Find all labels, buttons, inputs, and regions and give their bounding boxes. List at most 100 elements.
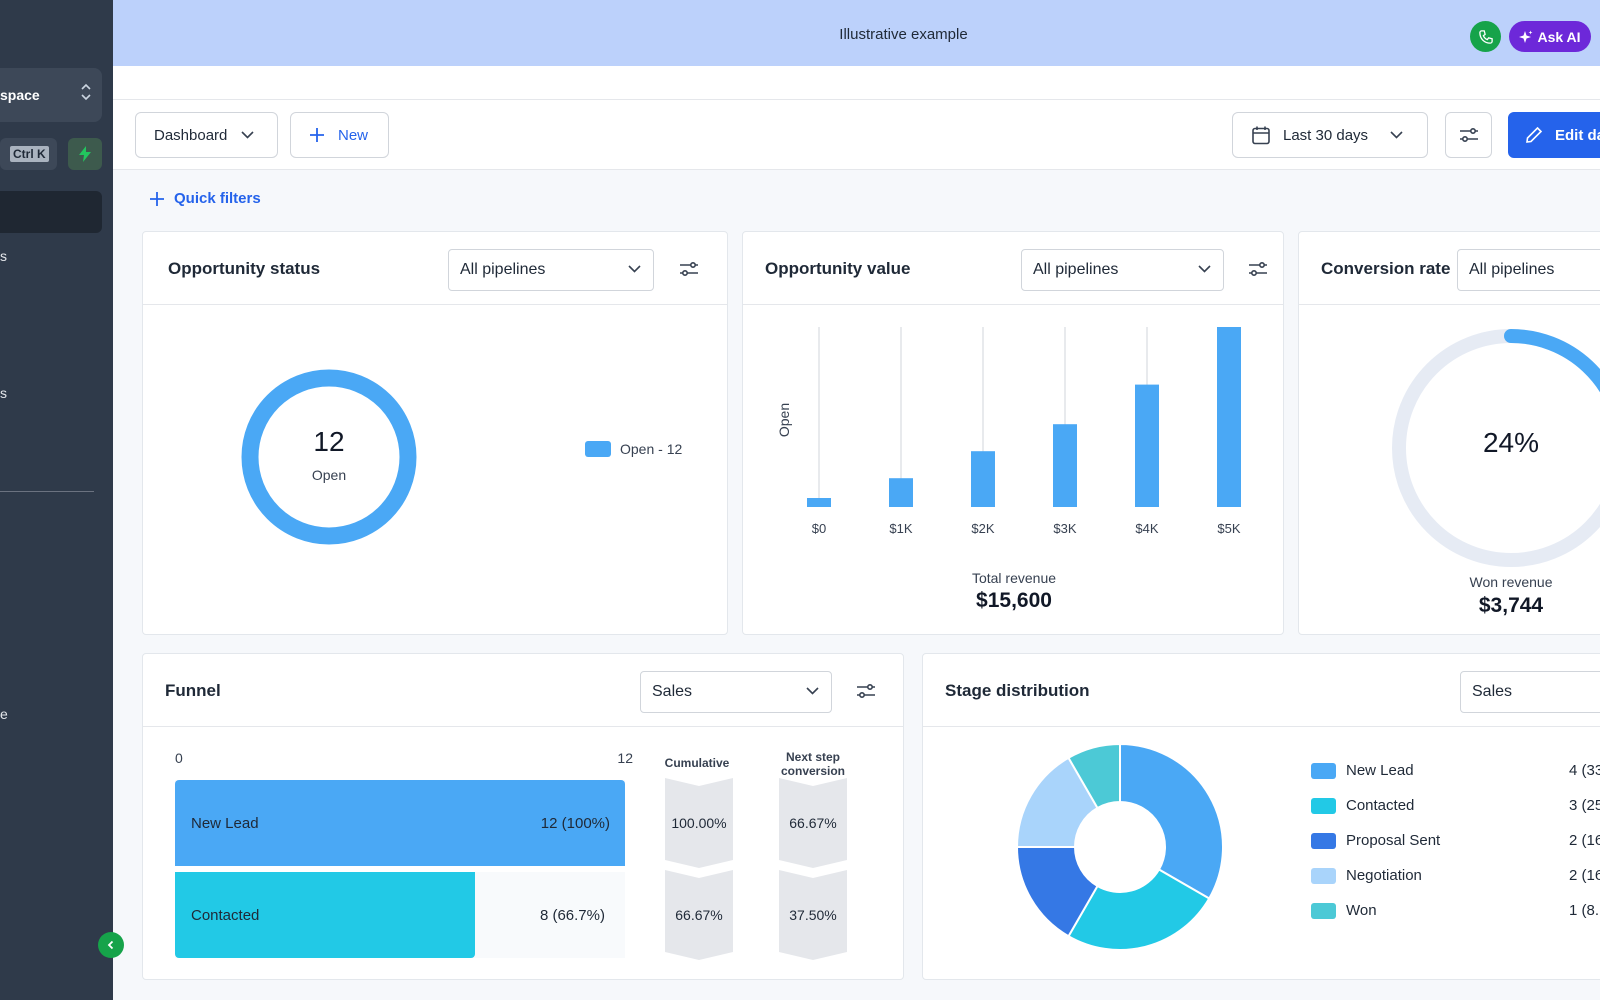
funnel-axis-max: 12 [617,750,633,766]
bar[interactable] [971,451,995,507]
sliders-icon[interactable] [1248,260,1268,278]
donut-center-value: 12 [313,426,345,457]
funnel-stage-label: New Lead [191,814,259,832]
stage-donut [1015,742,1224,951]
sidebar-item-label[interactable]: s [0,248,7,264]
chevron-left-icon [107,940,114,950]
date-range-label: Last 30 days [1283,126,1369,144]
sparkle-icon [1519,30,1533,43]
collapse-sidebar-button[interactable] [98,932,124,958]
donut-center-label: Open [311,467,347,483]
cumulative-cell: 66.67% [665,870,733,960]
pipeline-select[interactable]: All pipelines [448,249,654,291]
card-header: Conversion rate All pipelines [1299,232,1600,305]
dashboard-settings-button[interactable] [1445,112,1492,158]
legend-swatch [1311,762,1336,779]
legend-swatch [1311,902,1336,919]
conversion-rate-card: Conversion rate All pipelines 24% Won re… [1298,231,1600,635]
stage-legend-item: Contacted [1311,797,1414,814]
x-tick-label: $1K [889,521,912,536]
legend-label: Open - 12 [620,441,683,457]
call-button[interactable] [1470,21,1501,52]
legend-count: 2 (16 [1569,867,1600,884]
x-tick-label: $4K [1135,521,1158,536]
sliders-icon [1459,127,1478,143]
donut-slice[interactable] [1067,742,1121,810]
sidebar: space Ctrl K s s e [0,0,113,1000]
bar[interactable] [889,478,913,507]
legend-label: Proposal Sent [1346,832,1441,849]
workspace-switcher[interactable]: space [0,68,102,122]
pipeline-select[interactable]: All pipelines [1457,249,1600,291]
bar[interactable] [1053,424,1077,507]
opportunity-status-card: Opportunity status All pipelines 12 Open… [142,231,728,635]
legend-count: 2 (16 [1569,832,1600,849]
stage-legend-item: New Lead [1311,762,1414,779]
workspace-label: space [0,87,40,103]
bar[interactable] [1135,384,1159,507]
edit-dashboard-label: Edit da [1555,126,1600,144]
funnel-bar[interactable] [175,872,475,958]
legend-swatch [1311,832,1336,849]
next-step-header: Next step conversion [780,750,846,778]
donut-slice[interactable] [1067,868,1211,951]
pipeline-select-label: All pipelines [460,261,546,278]
funnel-stage-label: Contacted [191,906,260,924]
funnel-card: Funnel Sales 0 12 Cumulative Next step c… [142,653,904,980]
bar[interactable] [1217,327,1241,507]
sidebar-item-label[interactable]: e [0,706,8,722]
funnel-pipeline-select[interactable]: Sales [640,671,832,713]
ask-ai-button[interactable]: Ask AI [1509,21,1591,52]
bar[interactable] [807,498,831,507]
card-title: Conversion rate [1321,259,1451,278]
date-range-select[interactable]: Last 30 days [1232,112,1428,158]
sliders-icon[interactable] [856,682,876,700]
legend-count: 3 (25 [1569,797,1600,814]
card-title: Funnel [165,681,221,700]
stage-legend-item: Won [1311,902,1377,919]
search-shortcut-button[interactable]: Ctrl K [0,138,57,170]
new-button[interactable]: New [290,112,389,158]
next-step-cell: 37.50% [779,870,847,960]
card-header: Opportunity value All pipelines [743,232,1283,305]
stage-pipeline-select[interactable]: Sales [1460,671,1600,713]
donut-slice[interactable] [1119,742,1224,900]
chevron-down-icon [806,687,819,695]
pencil-icon [1526,126,1543,143]
opportunity-value-chart: Open $0 $1K $2K $3K $4K $5K [776,327,1241,536]
stage-legend-item: Proposal Sent [1311,832,1440,849]
quick-filters-button[interactable]: Quick filters [150,190,261,207]
donut-slice-open [241,369,417,545]
total-revenue-label: Total revenue [971,570,1057,586]
status-donut [241,369,417,545]
calendar-icon [1252,126,1270,145]
funnel-bar[interactable] [175,780,625,866]
legend-count: 4 (33 [1569,762,1600,779]
x-tick-label: $3K [1053,521,1076,536]
pipeline-select-label: All pipelines [1033,261,1119,278]
total-revenue-value: $15,600 [976,589,1052,612]
quick-filters-label: Quick filters [174,190,261,207]
sliders-icon[interactable] [679,260,699,278]
chevron-updown-icon [80,80,92,106]
cumulative-cell: 100.00% [665,778,733,868]
edit-dashboard-button[interactable]: Edit da [1508,112,1600,158]
chevron-down-icon [1198,265,1211,273]
quick-action-button[interactable] [68,138,102,170]
pipeline-select[interactable]: All pipelines [1021,249,1224,291]
funnel-stage-value: 12 (100%) [540,814,610,832]
x-tick-label: $2K [971,521,994,536]
pipeline-select-label: Sales [1472,683,1513,700]
chevron-down-icon [628,265,641,273]
stage-distribution-card: Stage distribution Sales New Lead 4 (33 Co… [922,653,1600,980]
shortcut-label: Ctrl K [10,146,49,162]
cumulative-header: Cumulative [664,756,730,770]
sidebar-item-active[interactable] [0,191,102,233]
card-title: Stage distribution [945,681,1090,700]
legend-label: Contacted [1346,797,1415,814]
sidebar-item-label[interactable]: s [0,385,7,401]
plus-icon [310,128,324,142]
dashboard-select[interactable]: Dashboard [135,112,278,158]
legend-swatch [1311,867,1336,884]
banner-title: Illustrative example [839,26,968,43]
